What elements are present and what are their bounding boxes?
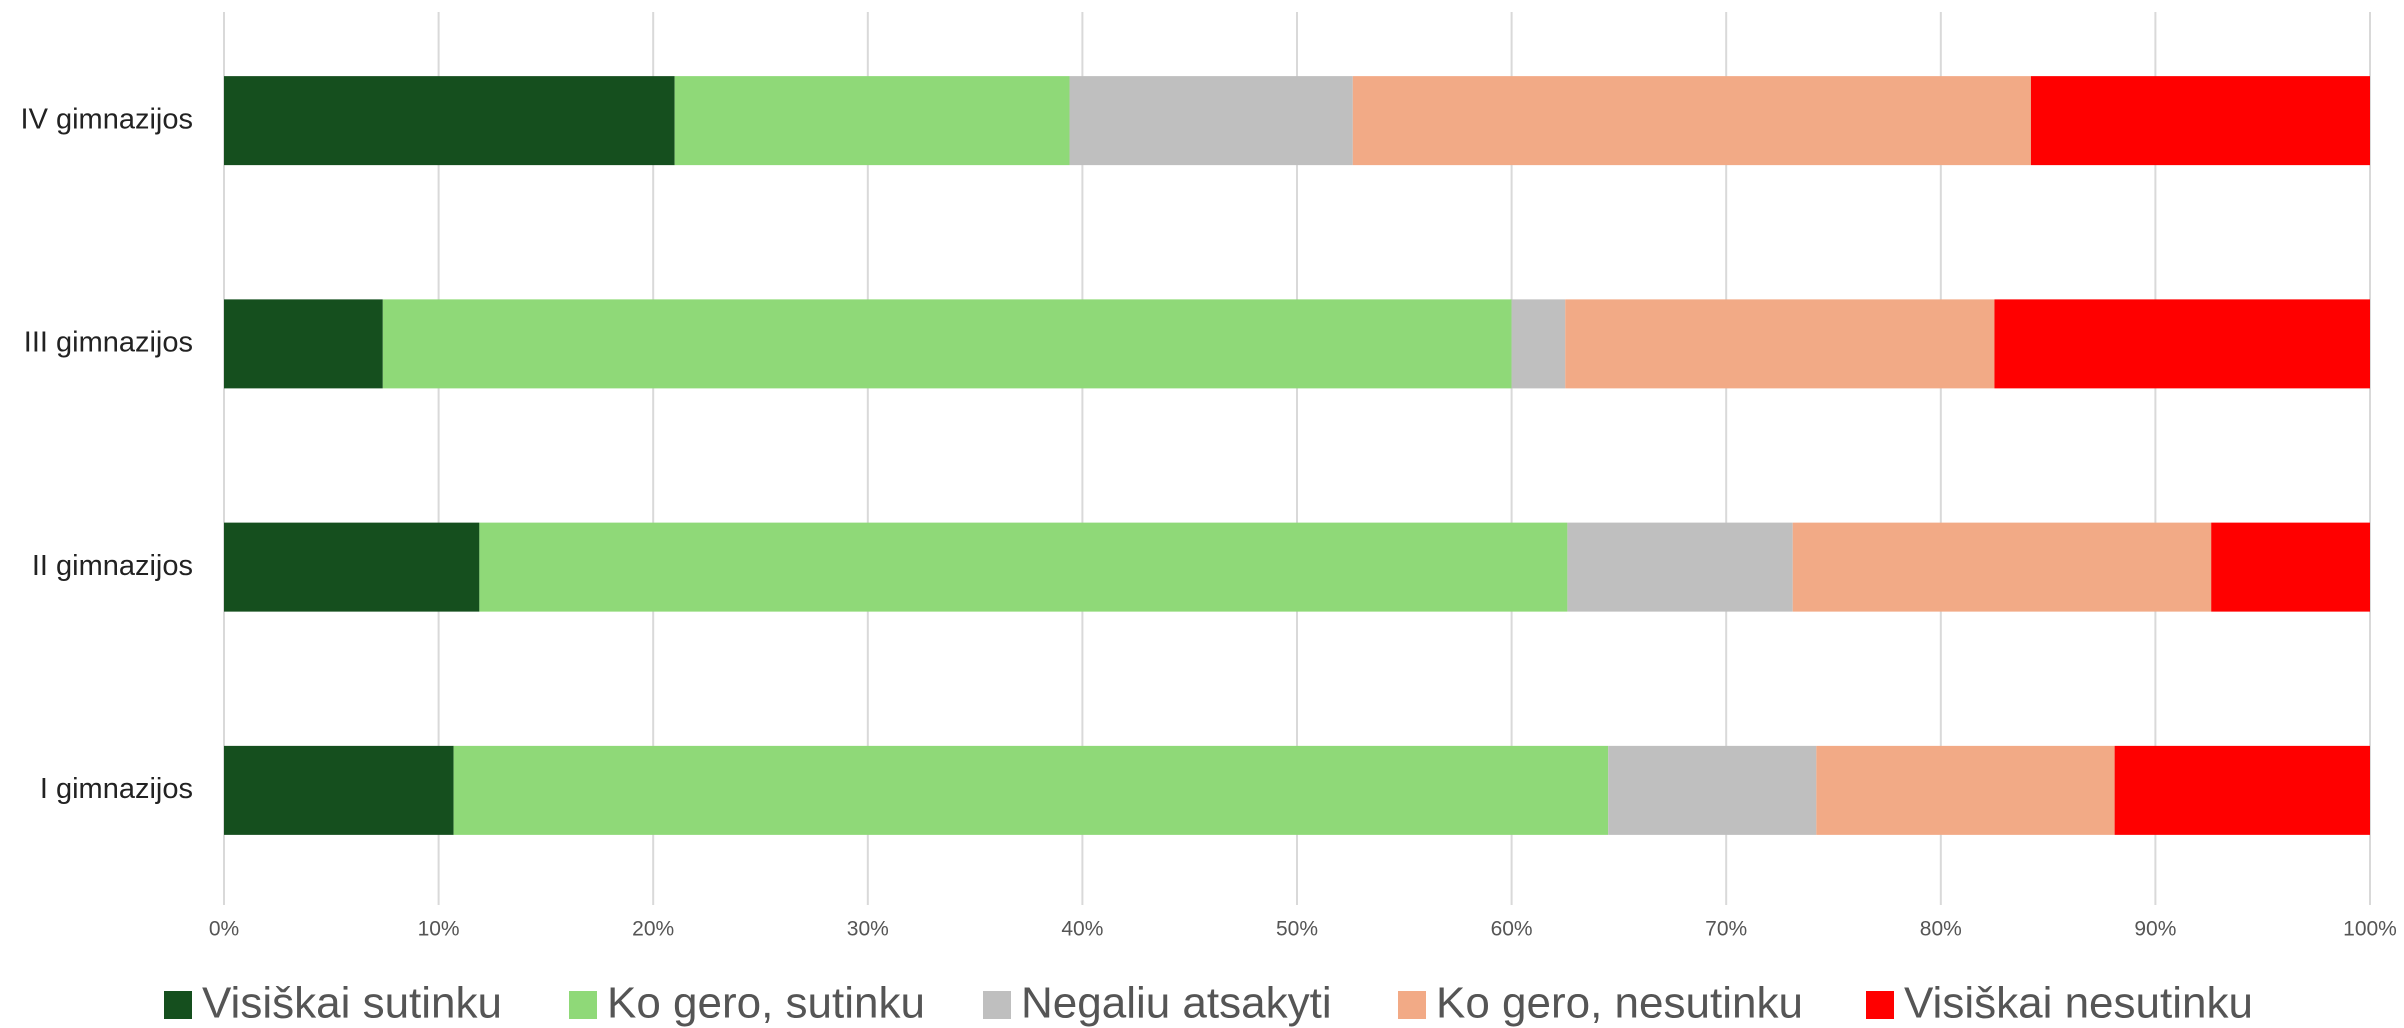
bar-segment (1994, 299, 2370, 389)
x-tick-label: 90% (2134, 918, 2176, 941)
x-tick-label: 60% (1491, 918, 1533, 941)
x-tick-label: 10% (418, 918, 460, 941)
y-tick-label: III gimnazijos (24, 327, 193, 359)
bar-segment (224, 745, 454, 835)
x-tick-label: 100% (2343, 918, 2397, 941)
bar-segment (224, 299, 383, 389)
bar-segment (479, 522, 1568, 612)
legend-swatch (164, 991, 192, 1019)
bar-segment (1511, 299, 1566, 389)
legend-label: Negaliu atsakyti (1021, 979, 1332, 1028)
bar-segment (1816, 745, 2115, 835)
legend-label: Visiškai nesutinku (1904, 979, 2253, 1028)
x-tick-label: 30% (847, 918, 889, 941)
bar-segment (1567, 522, 1793, 612)
bar-segment (1565, 299, 1995, 389)
y-tick-label: II gimnazijos (32, 550, 193, 582)
legend-swatch (983, 991, 1011, 1019)
x-tick-label: 20% (632, 918, 674, 941)
bar-segment (224, 76, 675, 166)
bar-segment (2114, 745, 2370, 835)
bar-segment (1352, 76, 2031, 166)
legend-label: Ko gero, sutinku (607, 979, 925, 1028)
legend-label: Visiškai sutinku (202, 979, 502, 1028)
bar-segment (674, 76, 1070, 166)
legend-label: Ko gero, nesutinku (1436, 979, 1803, 1028)
bar-segment (1792, 522, 2212, 612)
bar-segment (1069, 76, 1353, 166)
bar-segment (382, 299, 1512, 389)
y-tick-label: IV gimnazijos (21, 103, 193, 135)
bar-segment (224, 522, 480, 612)
bar-segment (2211, 522, 2370, 612)
x-tick-label: 70% (1705, 918, 1747, 941)
x-tick-label: 80% (1920, 918, 1962, 941)
x-tick-label: 40% (1061, 918, 1103, 941)
y-tick-label: I gimnazijos (40, 773, 193, 805)
legend-swatch (1398, 991, 1426, 1019)
legend-swatch (1866, 991, 1894, 1019)
bar-segment (453, 745, 1609, 835)
bar-segment (2030, 76, 2370, 166)
legend-swatch (569, 991, 597, 1019)
bar-segment (1608, 745, 1817, 835)
x-tick-label: 50% (1276, 918, 1318, 941)
x-tick-label: 0% (209, 918, 239, 941)
